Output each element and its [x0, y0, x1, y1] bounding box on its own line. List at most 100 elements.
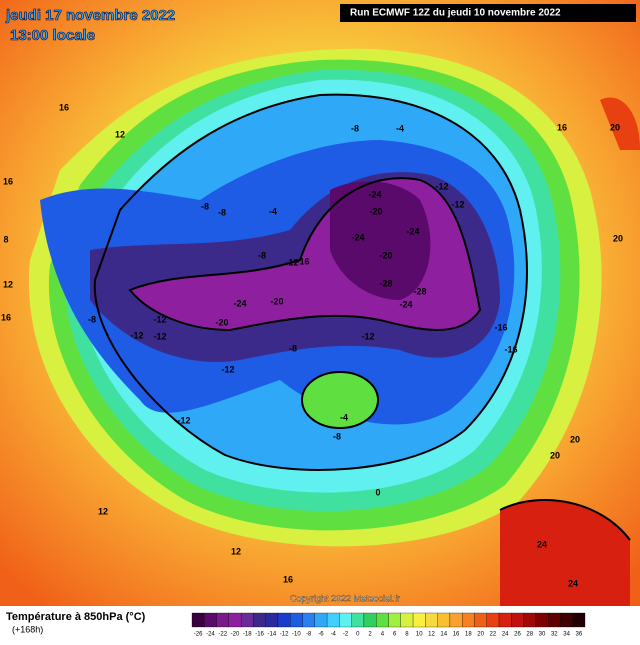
scale-label: -8	[306, 632, 312, 638]
contour-label: -12	[285, 257, 298, 267]
contour-label: -12	[361, 331, 374, 341]
contour-label: -20	[270, 296, 283, 306]
contour-label: -12	[451, 199, 464, 209]
scale-label: 18	[465, 632, 472, 638]
map-labels: -24-20-24-24-20-28-28-24-24 -20-20-16-12-…	[1, 102, 623, 588]
scale-swatch	[240, 612, 254, 628]
time: 13:00 locale	[10, 27, 95, 44]
legend-title: Température à 850hPa (°C)	[6, 611, 146, 623]
contour-label: 0	[375, 487, 380, 497]
scale-swatch	[388, 612, 401, 628]
scale-label: -4	[331, 632, 337, 638]
contour-label: -8	[88, 314, 96, 324]
contour-label: -28	[413, 286, 426, 296]
contour-label: -8	[201, 201, 209, 211]
contour-label: 20	[570, 434, 580, 444]
scale-swatch	[204, 612, 217, 628]
scale-swatch	[326, 612, 340, 628]
scale-label: 28	[526, 632, 533, 638]
contour-label: 20	[550, 450, 560, 460]
contour-label: -24	[368, 189, 381, 199]
contour-label: -24	[406, 226, 419, 236]
scale-swatch	[228, 612, 242, 628]
lead-time: (+168h)	[12, 624, 43, 634]
scale-swatch	[462, 612, 475, 628]
contour-label: -8	[218, 207, 226, 217]
contour-label: -4	[269, 206, 277, 216]
contour-label: -24	[233, 298, 246, 308]
scale-swatch	[302, 612, 315, 628]
contour-label: 12	[115, 129, 125, 139]
scale-label: -16	[255, 632, 264, 638]
contour-label: 16	[283, 574, 293, 584]
scale-label: -2	[343, 632, 349, 638]
color-scale: -26 -24 -22 -20 -18 -16 -14 -12 -10 -8 -6 -4 -2 0 2 4 6 8…	[191, 612, 586, 638]
scale-swatch	[560, 612, 573, 628]
contours	[93, 93, 631, 541]
scale-label: -24	[206, 632, 215, 638]
scale-label: 16	[453, 632, 460, 638]
contour-label: -8	[333, 431, 341, 441]
scale-swatch	[400, 612, 414, 628]
scale-label: 8	[405, 632, 409, 638]
scale-label: 26	[514, 632, 521, 638]
contour-label: 16	[3, 176, 13, 186]
scale-label: 2	[368, 632, 372, 638]
scale-swatch	[548, 612, 561, 628]
contour-label: -12	[177, 415, 190, 425]
contour-label: -12	[153, 314, 166, 324]
contour-label: -8	[289, 343, 297, 353]
scale-swatch	[253, 612, 266, 628]
scale-label: -20	[231, 632, 240, 638]
contour-label: 24	[537, 539, 547, 549]
contour-label: 12	[3, 279, 13, 289]
scale-label: 4	[381, 632, 385, 638]
contour-label: -8	[351, 123, 359, 133]
contour-label: -12	[221, 364, 234, 374]
scale-label: -6	[318, 632, 324, 638]
scale-swatch	[474, 612, 487, 628]
contour-label: -16	[504, 344, 517, 354]
scale-swatch	[265, 612, 279, 628]
scale-swatch	[511, 612, 524, 628]
scale-swatch	[363, 612, 377, 628]
scale-swatch	[191, 612, 205, 628]
scale-swatch	[572, 612, 586, 628]
scale-swatch	[277, 612, 291, 628]
scale-swatch	[216, 612, 229, 628]
contour-label: -16	[296, 256, 309, 266]
temperature-field	[28, 48, 640, 606]
scale-swatch	[486, 612, 500, 628]
scale-swatch	[498, 612, 512, 628]
contour-label: -28	[379, 278, 392, 288]
contour-label: -12	[435, 181, 448, 191]
scale-label: 24	[502, 632, 509, 638]
scale-swatch	[449, 612, 463, 628]
scale-label: 0	[356, 632, 360, 638]
run-box	[340, 4, 636, 22]
run: Run ECMWF 12Z du jeudi 10 novembre 2022	[350, 8, 561, 19]
contour-label: 12	[231, 546, 241, 556]
contour-label: -12	[130, 330, 143, 340]
scale-label: 20	[477, 632, 484, 638]
scale-label: 32	[551, 632, 558, 638]
contour-label: -20	[215, 317, 228, 327]
scale-swatch	[314, 612, 328, 628]
scale-label: 6	[393, 632, 397, 638]
scale-label: 30	[539, 632, 546, 638]
scale-label: -26	[194, 632, 203, 638]
scale-swatch	[523, 612, 537, 628]
scale-swatch	[290, 612, 303, 628]
contour-label: 20	[610, 122, 620, 132]
scale-label: 22	[490, 632, 497, 638]
contour-label: -24	[399, 299, 412, 309]
scale-swatch	[412, 612, 426, 628]
copyright: Copyright 2022 Meteociel.fr	[290, 593, 400, 603]
contour-label: -20	[379, 250, 392, 260]
scale-label: 10	[416, 632, 423, 638]
scale-label: -18	[243, 632, 252, 638]
scale-swatch	[535, 612, 549, 628]
contour-label: 12	[98, 506, 108, 516]
scale-swatch	[339, 612, 352, 628]
